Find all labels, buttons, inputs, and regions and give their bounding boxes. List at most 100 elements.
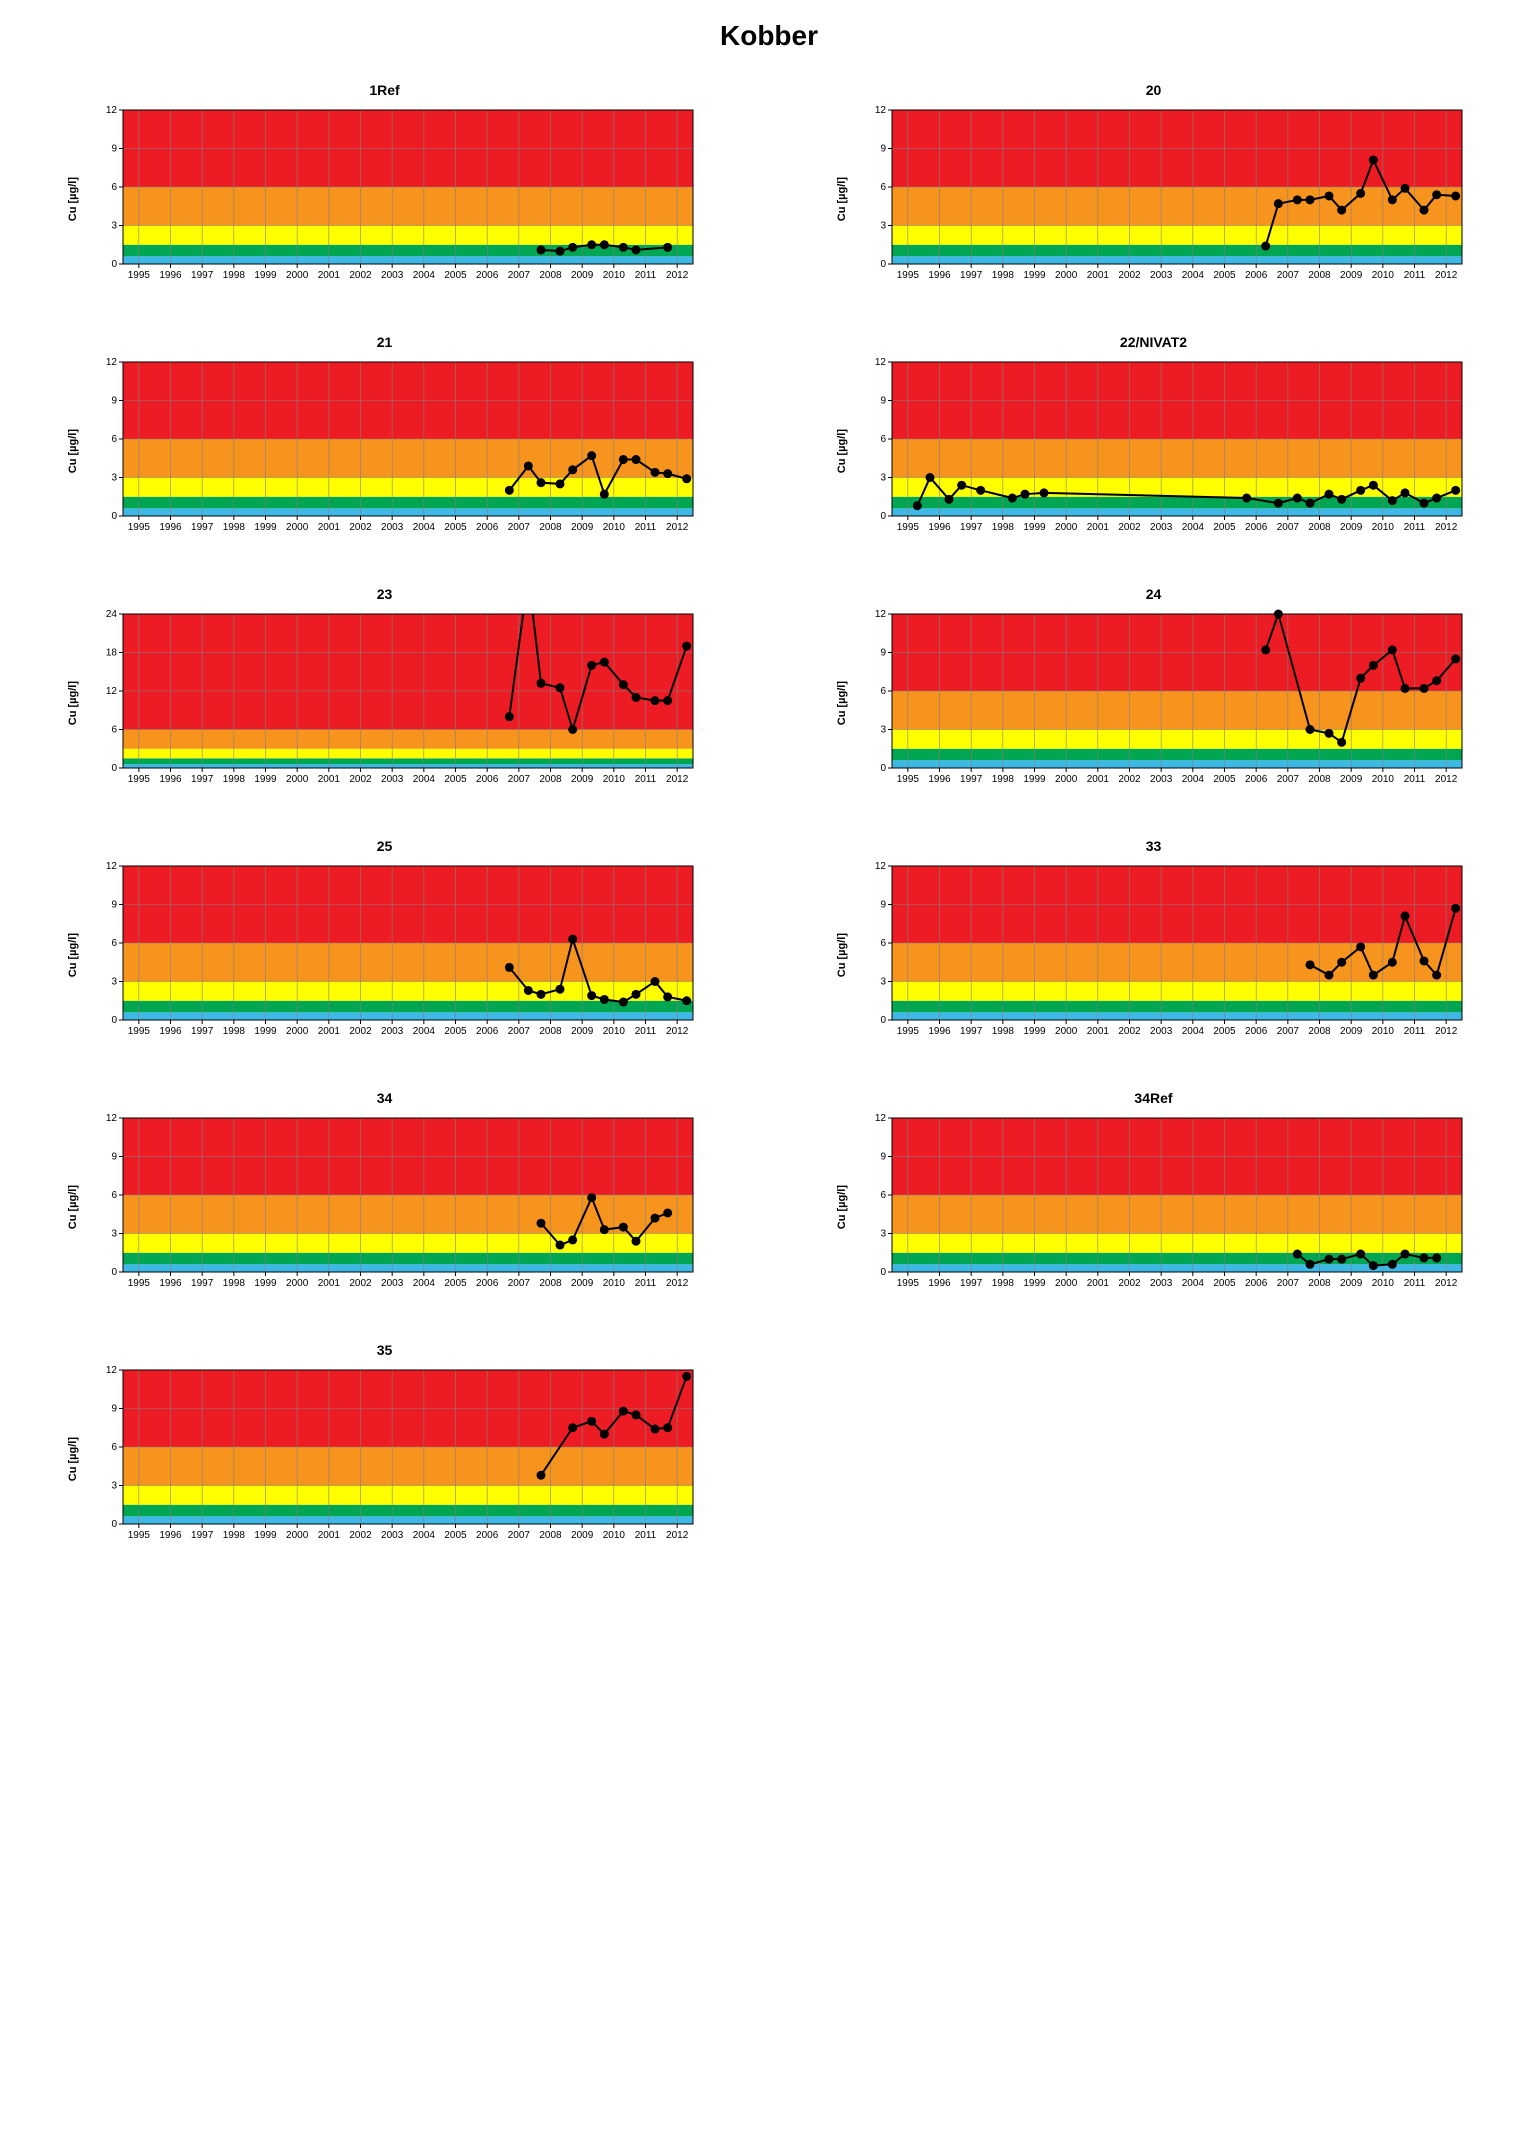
xtick-label: 2003 <box>381 1026 404 1037</box>
xtick-label: 2008 <box>539 774 562 785</box>
xtick-label: 2003 <box>381 522 404 533</box>
xtick-label: 1996 <box>159 1278 182 1289</box>
ytick-label: 24 <box>105 609 117 620</box>
ytick-label: 0 <box>111 1519 117 1530</box>
data-point <box>1273 199 1282 208</box>
xtick-label: 2010 <box>602 270 625 281</box>
data-point <box>912 501 921 510</box>
data-point <box>1273 499 1282 508</box>
xtick-label: 2006 <box>476 1278 499 1289</box>
data-point <box>599 240 608 249</box>
chart-cell: 21Cu [µg/l]03691219951996199719981999200… <box>40 334 729 546</box>
data-point <box>1020 490 1029 499</box>
xtick-label: 1998 <box>222 1530 245 1541</box>
band <box>892 1012 1462 1020</box>
xtick-label: 2011 <box>634 522 656 533</box>
xtick-label: 1997 <box>191 774 214 785</box>
ytick-label: 0 <box>880 511 886 522</box>
xtick-label: 2002 <box>1118 522 1141 533</box>
band <box>123 1516 693 1524</box>
xtick-label: 2009 <box>1340 1278 1363 1289</box>
xtick-label: 1999 <box>254 270 277 281</box>
page-title: Kobber <box>40 20 1498 52</box>
xtick-label: 1996 <box>159 270 182 281</box>
data-point <box>1305 725 1314 734</box>
band <box>123 764 693 768</box>
band <box>123 749 693 759</box>
data-point <box>504 486 513 495</box>
data-point <box>1305 499 1314 508</box>
band <box>123 256 693 264</box>
data-point <box>568 725 577 734</box>
data-point <box>957 481 966 490</box>
data-point <box>1273 610 1282 619</box>
data-point <box>1292 1250 1301 1259</box>
xtick-label: 1997 <box>960 774 983 785</box>
data-point <box>663 992 672 1001</box>
xtick-label: 2010 <box>1371 774 1394 785</box>
data-point <box>587 240 596 249</box>
data-point <box>1432 971 1441 980</box>
data-point <box>1356 674 1365 683</box>
data-point <box>1337 206 1346 215</box>
data-point <box>587 451 596 460</box>
band <box>892 982 1462 1001</box>
data-point <box>568 1235 577 1244</box>
xtick-label: 1999 <box>1023 1026 1046 1037</box>
ytick-label: 12 <box>105 357 117 368</box>
data-point <box>1419 684 1428 693</box>
band <box>123 1012 693 1020</box>
xtick-label: 2004 <box>412 1026 435 1037</box>
data-point <box>1039 488 1048 497</box>
data-point <box>1337 958 1346 967</box>
data-point <box>1387 958 1396 967</box>
ytick-label: 0 <box>111 511 117 522</box>
chart-cell: 22/NIVAT2Cu [µg/l]0369121995199619971998… <box>809 334 1498 546</box>
xtick-label: 2005 <box>444 522 467 533</box>
ytick-label: 12 <box>874 1113 886 1124</box>
band <box>892 508 1462 516</box>
chart-title: 21 <box>377 334 393 350</box>
ytick-label: 12 <box>874 609 886 620</box>
y-axis-label: Cu [µg/l] <box>67 681 79 725</box>
chart-title: 34 <box>377 1090 393 1106</box>
xtick-label: 1998 <box>991 522 1014 533</box>
data-point <box>618 455 627 464</box>
xtick-label: 1998 <box>222 522 245 533</box>
xtick-label: 2000 <box>1055 1026 1078 1037</box>
chart-svg: 0369121995199619971998199920002001200220… <box>83 1112 703 1302</box>
xtick-label: 2010 <box>602 522 625 533</box>
xtick-label: 1995 <box>127 270 150 281</box>
ytick-label: 9 <box>880 648 886 659</box>
band <box>892 497 1462 509</box>
data-point <box>1261 645 1270 654</box>
xtick-label: 2000 <box>286 270 309 281</box>
xtick-label: 2005 <box>444 774 467 785</box>
xtick-label: 2009 <box>1340 1026 1363 1037</box>
band <box>123 1486 693 1505</box>
xtick-label: 1995 <box>127 1278 150 1289</box>
xtick-label: 1997 <box>960 1278 983 1289</box>
ytick-label: 3 <box>880 977 886 988</box>
y-axis-label: Cu [µg/l] <box>836 1185 848 1229</box>
band <box>123 439 693 478</box>
xtick-label: 2005 <box>1213 1026 1236 1037</box>
xtick-label: 2004 <box>412 522 435 533</box>
data-point <box>663 696 672 705</box>
xtick-label: 2004 <box>412 774 435 785</box>
xtick-label: 2010 <box>1371 1026 1394 1037</box>
ytick-label: 6 <box>111 1442 117 1453</box>
xtick-label: 2007 <box>507 270 530 281</box>
xtick-label: 2011 <box>634 270 656 281</box>
xtick-label: 2010 <box>1371 522 1394 533</box>
xtick-label: 2011 <box>1403 270 1425 281</box>
xtick-label: 1997 <box>960 270 983 281</box>
chart-title: 33 <box>1146 838 1162 854</box>
xtick-label: 2003 <box>1150 1278 1173 1289</box>
xtick-label: 2002 <box>1118 1278 1141 1289</box>
xtick-label: 2000 <box>1055 270 1078 281</box>
ytick-label: 0 <box>111 1267 117 1278</box>
xtick-label: 2012 <box>666 1278 689 1289</box>
data-point <box>650 696 659 705</box>
ytick-label: 12 <box>105 1365 117 1376</box>
